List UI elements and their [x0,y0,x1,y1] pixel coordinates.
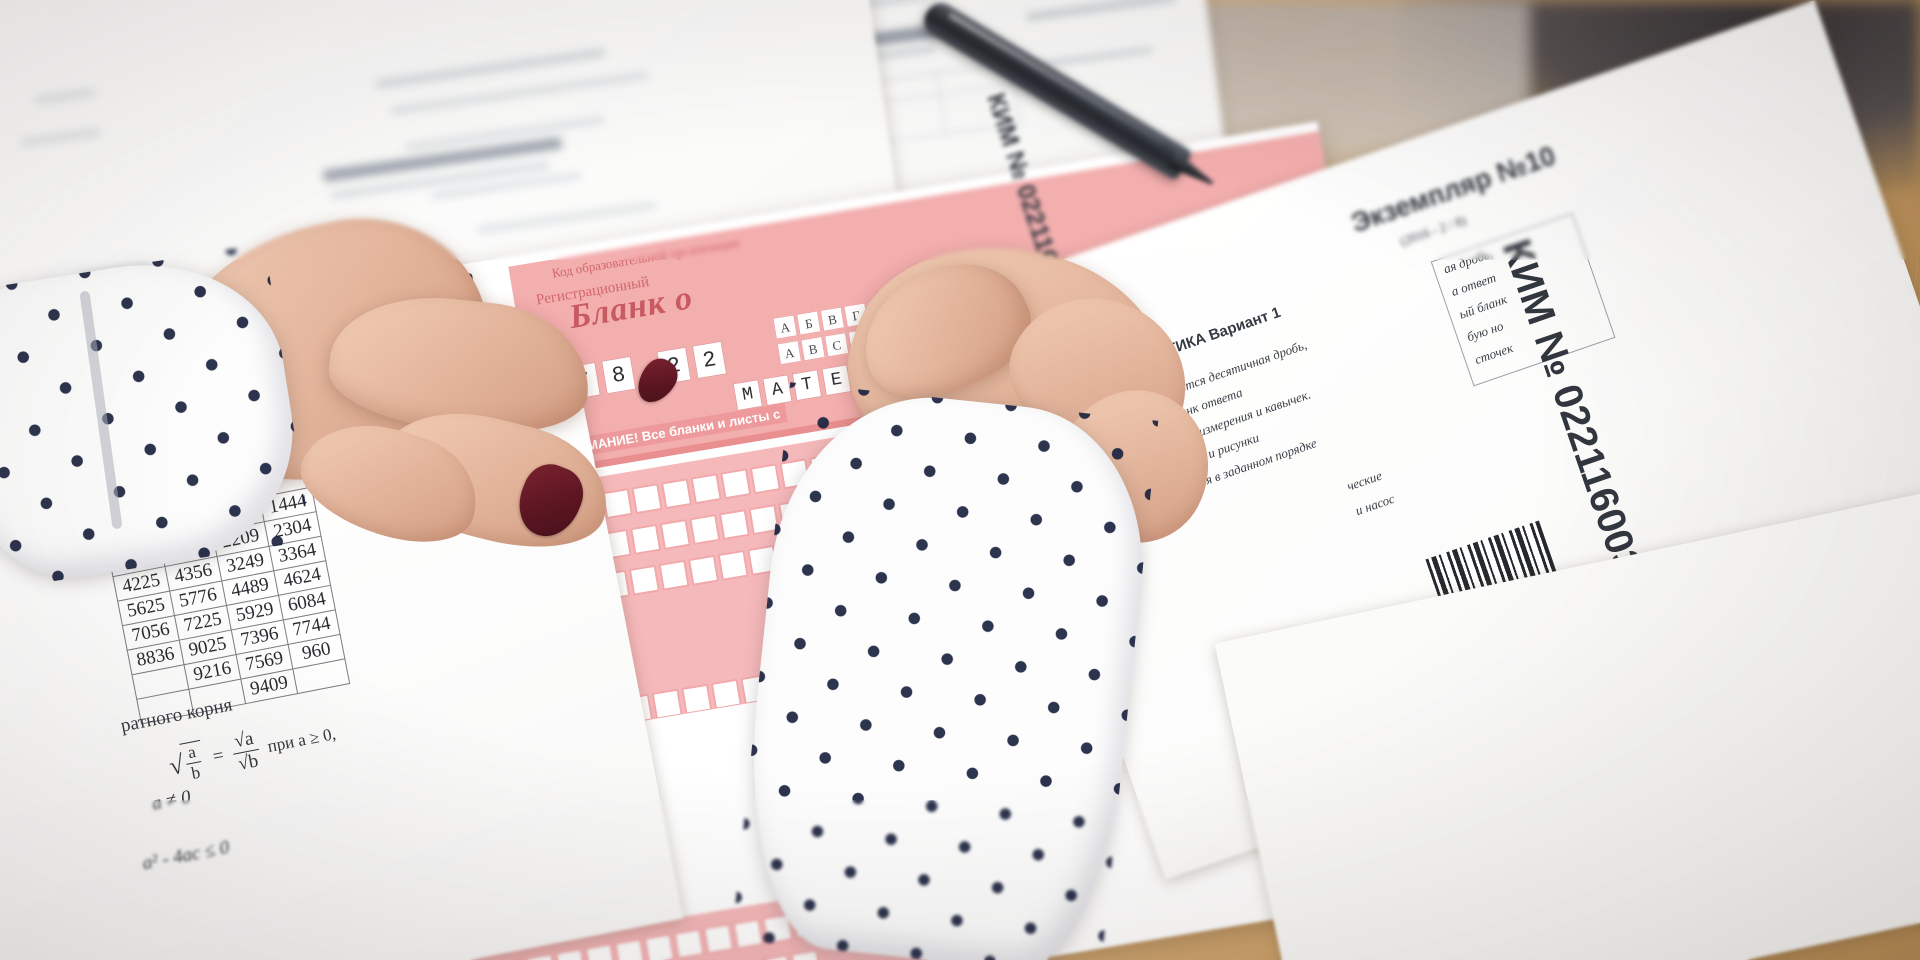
left-sleeve-polka-dot [0,244,312,592]
alpha-cell: A [776,339,803,366]
answer-cell[interactable] [690,473,722,505]
region-digit[interactable]: 8 [601,355,637,395]
alpha-cell: B [800,336,826,362]
answer-cell[interactable] [643,933,675,960]
tail-word: ческие [1344,467,1384,494]
answer-cell[interactable] [718,509,751,541]
answer-cell[interactable] [628,564,660,596]
alpha-cell: А [772,314,798,340]
alpha-cell: В [819,306,846,332]
answer-cell[interactable] [661,478,693,510]
alpha-cell: Б [796,310,822,336]
answer-cell[interactable] [658,559,690,591]
answer-cell[interactable] [630,523,662,555]
right-sleeve-polka-dot [731,382,1159,960]
answer-cell[interactable] [688,554,720,586]
answer-cell[interactable] [659,518,691,551]
code-digit[interactable]: 2 [691,340,728,380]
answer-cell[interactable] [749,463,781,495]
answer-cell[interactable] [689,513,721,546]
answer-cell[interactable] [703,923,735,955]
answer-cell[interactable] [584,943,616,960]
answer-cell[interactable] [720,468,752,500]
answer-cell[interactable] [631,483,663,515]
subject-letter[interactable]: М [732,379,763,412]
answer-cell[interactable] [673,928,705,960]
answer-cell[interactable] [601,488,633,520]
answer-cell[interactable] [717,549,749,581]
tail-word: и насос [1353,490,1397,519]
sqrt-symbol: √ a b [166,739,208,787]
alpha-cell: C [824,332,850,358]
answer-cell[interactable] [614,938,646,960]
